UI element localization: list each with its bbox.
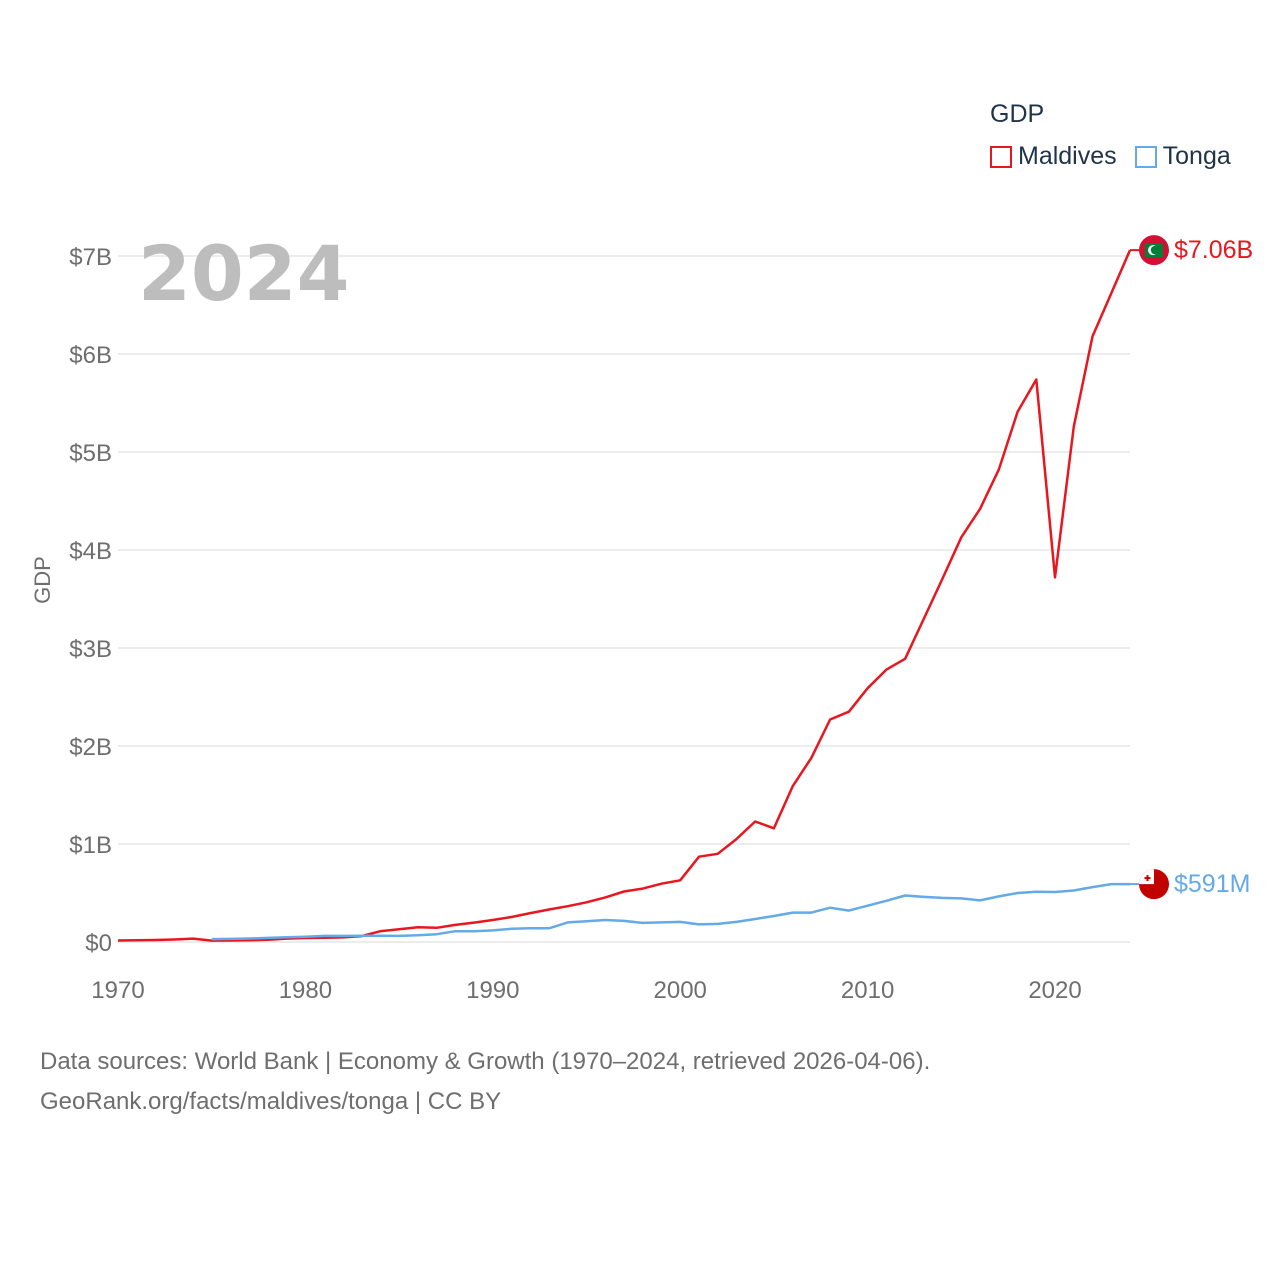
y-tick-label: $1B <box>69 832 112 859</box>
x-tick-label: 1990 <box>466 977 519 1004</box>
legend-label-maldives: Maldives <box>1018 142 1117 170</box>
y-tick-label: $3B <box>69 636 112 663</box>
y-tick-label: $7B <box>69 244 112 271</box>
legend-item-tonga[interactable]: Tonga <box>1134 142 1231 171</box>
end-value-label-tonga: $591M <box>1174 870 1250 898</box>
y-axis-label: GDP <box>30 556 55 604</box>
legend-swatch-maldives <box>990 145 1012 168</box>
x-tick-label: 2020 <box>1028 977 1081 1004</box>
legend: Maldives Tonga <box>990 142 1231 171</box>
y-tick-label: $0 <box>85 930 112 957</box>
legend-item-maldives[interactable]: Maldives <box>990 142 1117 171</box>
footer-sources: Data sources: World Bank | Economy & Gro… <box>40 1048 931 1075</box>
legend-label-tonga: Tonga <box>1162 142 1231 170</box>
series-line-maldives <box>117 249 1132 942</box>
x-tick-label: 1970 <box>91 977 144 1004</box>
series-lines <box>117 249 1132 942</box>
footer: Data sources: World Bank | Economy & Gro… <box>40 1042 930 1122</box>
x-tick-label: 2000 <box>654 977 707 1004</box>
year-label: 2024 <box>138 229 350 318</box>
y-tick-label: $2B <box>69 734 112 761</box>
x-axis-ticks: 1970 1980 1990 2000 2010 2020 <box>91 977 1081 1004</box>
footer-credit: GeoRank.org/facts/maldives/tonga | CC BY <box>40 1088 502 1115</box>
y-tick-label: $5B <box>69 440 112 467</box>
tonga-flag-icon <box>1139 869 1169 900</box>
y-axis-ticks: $0 $1B $2B $3B $4B $5B $6B $7B <box>69 244 112 957</box>
x-tick-label: 1980 <box>279 977 332 1004</box>
gridlines <box>118 255 1130 943</box>
end-markers: $7.06B $591M <box>1130 235 1253 900</box>
legend-title: GDP <box>990 100 1045 128</box>
x-tick-label: 2010 <box>841 977 894 1004</box>
legend-swatch-tonga <box>1134 145 1157 168</box>
series-line-tonga <box>211 882 1130 941</box>
end-value-label-maldives: $7.06B <box>1174 236 1253 264</box>
y-tick-label: $6B <box>69 342 112 369</box>
maldives-flag-icon <box>1139 235 1169 266</box>
y-tick-label: $4B <box>69 538 112 565</box>
